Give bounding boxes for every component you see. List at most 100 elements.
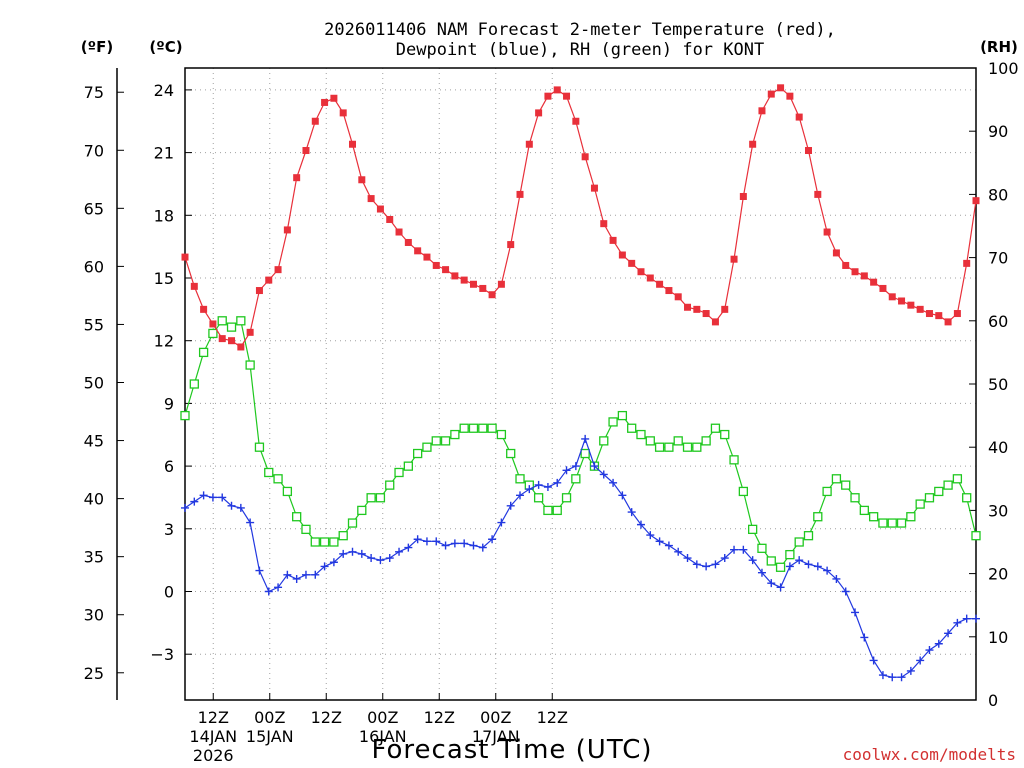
temperature-point: [255, 287, 263, 295]
temperature-point: [535, 109, 543, 117]
rh-tick-label: 90: [988, 122, 1008, 141]
fahrenheit-tick-label: 70: [84, 141, 104, 160]
temperature-point: [758, 107, 766, 115]
celsius-tick-label: 12: [154, 332, 174, 351]
temperature-point: [972, 197, 980, 205]
celsius-tick-label: 6: [164, 457, 174, 476]
rh-point: [319, 537, 330, 547]
dewpoint-point: [404, 543, 413, 552]
rh-axis: 0 10 20 30 40 50 60 70 80 90 100: [969, 59, 1019, 710]
rh-point: [198, 347, 209, 358]
rh-point: [673, 436, 683, 446]
temperature-point: [590, 184, 598, 192]
rh-point: [850, 493, 860, 503]
dewpoint-point: [925, 646, 934, 655]
temperature-point: [414, 247, 422, 255]
credit-text: coolwx.com/modelts: [843, 745, 1016, 764]
rh-point: [533, 493, 544, 503]
rh-point: [775, 562, 786, 572]
dewpoint-point: [553, 478, 562, 487]
dewpoint-point: [878, 671, 887, 680]
temperature-point: [423, 253, 431, 261]
dewpoint-point: [301, 570, 310, 579]
temperature-point: [218, 335, 226, 343]
rh-point: [766, 556, 776, 566]
temperature-point: [432, 261, 440, 269]
dewpoint-point: [785, 562, 794, 571]
rh-point: [971, 531, 981, 541]
dewpoint-point: [916, 656, 925, 665]
rh-point: [254, 442, 265, 452]
rh-point: [189, 379, 199, 389]
dewpoint-point: [692, 560, 701, 569]
fahrenheit-tick-label: 45: [84, 432, 104, 451]
temperature-point: [851, 268, 859, 276]
dewpoint-point: [199, 491, 208, 500]
temperature-point: [237, 343, 245, 351]
rh-point: [282, 486, 293, 497]
rh-point: [748, 524, 758, 535]
temperature-point: [925, 310, 933, 318]
dewpoint-point: [730, 545, 739, 554]
rh-point: [617, 410, 628, 421]
dewpoint-point: [571, 462, 580, 471]
rh-point: [803, 531, 814, 541]
rh-point: [180, 410, 190, 421]
temperature-point: [618, 251, 626, 259]
time-tick-label: 12Z: [311, 708, 342, 727]
temperature-point: [786, 92, 794, 100]
rh-point: [841, 480, 851, 490]
dewpoint-point: [562, 466, 571, 475]
dewpoint-point: [739, 545, 748, 554]
dewpoint-point: [181, 503, 189, 512]
fahrenheit-unit-label: (ºF): [81, 38, 113, 56]
dewpoint-point: [674, 547, 683, 556]
rh-point: [543, 505, 553, 516]
dewpoint-point: [888, 673, 897, 682]
rh-point: [813, 512, 823, 522]
temperature-line: [184, 87, 977, 348]
dewpoint-point: [962, 614, 971, 623]
temperature-point: [898, 297, 906, 305]
rh-point: [682, 442, 693, 452]
dewpoint-point: [516, 491, 525, 500]
dewpoint-point: [702, 562, 711, 571]
temperature-point: [330, 94, 338, 102]
temperature-point: [228, 337, 236, 345]
dewpoint-point: [376, 556, 385, 565]
rh-unit-label: (RH): [980, 38, 1018, 56]
time-tick-label: 12Z: [424, 708, 455, 727]
date-tick-label: 14JAN: [189, 727, 237, 746]
temperature-point: [935, 312, 943, 320]
rh-tick-label: 80: [988, 185, 1008, 204]
rh-point: [226, 322, 237, 332]
dewpoint-point: [832, 574, 841, 583]
temperature-point: [572, 117, 580, 125]
dewpoint-point: [664, 541, 673, 550]
rh-point: [692, 442, 702, 452]
celsius-tick-label: 18: [154, 206, 174, 225]
rh-point: [487, 423, 497, 433]
rh-point: [310, 537, 320, 547]
temperature-point: [907, 301, 915, 309]
rh-point: [720, 429, 730, 440]
dewpoint-point: [767, 579, 776, 588]
dewpoint-point: [636, 520, 645, 529]
celsius-tick-label: 21: [154, 144, 174, 163]
rh-point: [831, 474, 842, 484]
temperature-point: [181, 253, 189, 261]
temperature-point: [749, 140, 757, 148]
temperature-point: [777, 84, 785, 92]
temperature-point: [684, 303, 692, 311]
temperature-point: [544, 92, 552, 100]
temperature-point: [367, 195, 375, 203]
dewpoint-point: [944, 629, 953, 638]
temperature-point: [311, 117, 319, 125]
rh-point: [859, 505, 869, 516]
rh-point: [664, 442, 674, 452]
temperature-point: [739, 192, 747, 200]
dewpoint-point: [590, 462, 599, 471]
rh-point: [878, 518, 888, 528]
dewpoint-point: [488, 535, 497, 544]
